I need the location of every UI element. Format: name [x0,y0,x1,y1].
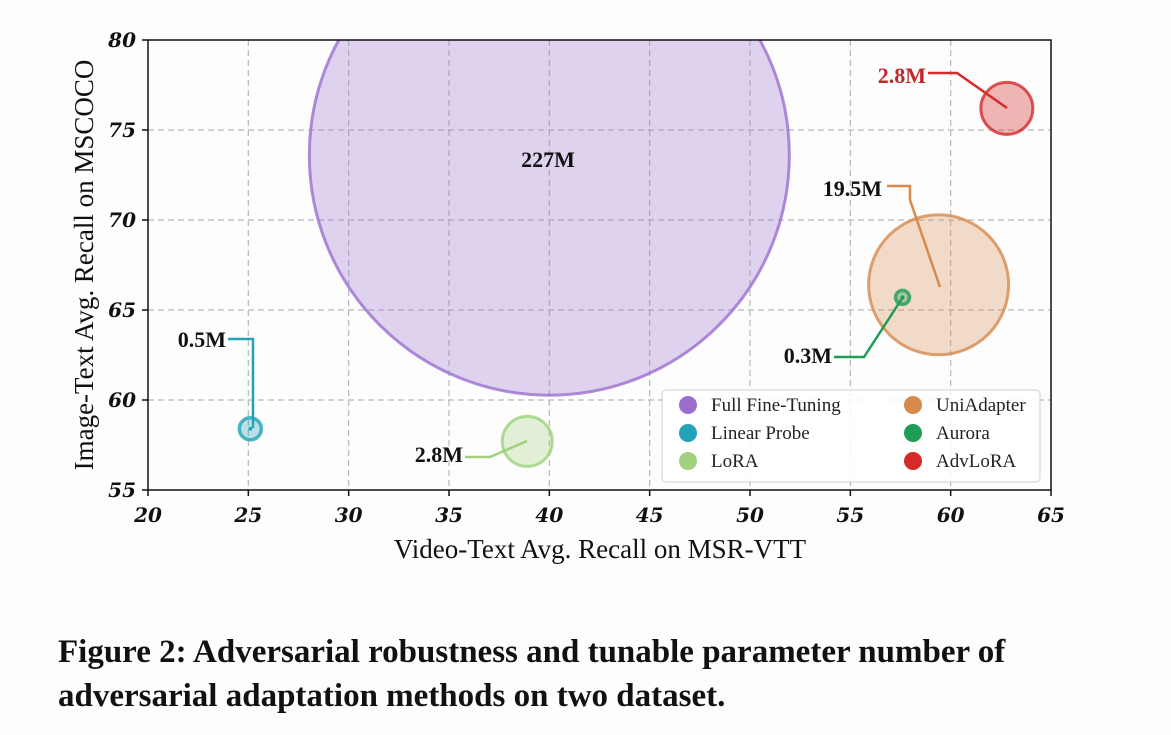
legend-marker-aurora [904,424,922,442]
legend-label-advlora: AdvLoRA [936,451,1017,472]
legend-label-lora: LoRA [711,451,759,472]
legend-label-linear-probe: Linear Probe [711,423,810,444]
leader-uniadapter [887,184,942,288]
y-tick-label: 75 [108,118,136,142]
x-tick-label: 30 [335,503,363,527]
legend-marker-linear-probe [679,424,697,442]
leader-aurora [834,296,905,359]
y-tick-label: 80 [107,28,136,52]
param-label-linear-probe: 0.5M [178,327,227,352]
leader-lora [465,439,528,459]
leader-advlora [928,71,1008,110]
x-tick-label: 35 [435,503,463,527]
bubble-advlora [979,80,1035,136]
plot-frame [147,39,1052,491]
label-leaders: 227M 0.5M 2.8M 19.5M 0.3M 2.8M [178,63,1008,467]
param-label-advlora: 2.8M [878,63,927,88]
x-tick-label: 25 [233,503,262,527]
legend-label-full-fine-tuning: Full Fine-Tuning [711,395,841,416]
x-tick-label: 65 [1037,503,1065,527]
x-tick-label: 50 [736,503,764,527]
legend-marker-advlora [904,452,922,470]
legend-marker-uniadapter [904,396,922,414]
param-label-lora: 2.8M [415,442,464,467]
bubble-center-aurora [900,295,905,300]
y-tick-label: 60 [108,388,136,412]
leader-linear-probe [228,337,255,428]
bubble-lora [500,414,554,468]
figure-caption: Figure 2: Adversarial robustness and tun… [58,634,1006,714]
y-tick-label: 65 [108,298,136,322]
legend-marker-full-fine-tuning [679,396,697,414]
bubble-full-fine-tuning [307,40,791,397]
legend: Full Fine-Tuning Linear Probe LoRA UniAdapt… [661,389,1041,483]
x-tick-label: 40 [535,503,563,527]
bubble-chart: 227M 0.5M 2.8M 19.5M 0.3M 2.8M 20 25 30 35 40 45 50… [69,28,1065,564]
x-tick-label: 20 [133,503,162,527]
bubble-center-linear-probe [248,426,253,431]
legend-label-uniadapter: UniAdapter [936,395,1026,416]
legend-marker-lora [679,452,697,470]
x-tick-label: 45 [636,503,664,527]
x-tick-label: 60 [937,503,965,527]
bubbles [237,40,1035,468]
x-axis-label: Video-Text Avg. Recall on MSR-VTT [394,534,807,564]
axis-ticks: 20 25 30 35 40 45 50 55 60 65 55 60 65 70 75 80 [107,28,1065,527]
y-axis-label: Image-Text Avg. Recall on MSCOCO [69,60,99,471]
y-tick-label: 55 [108,478,136,502]
legend-box [661,389,1041,483]
legend-label-aurora: Aurora [936,423,990,444]
param-label-full-fine-tuning: 227M [521,147,575,172]
x-tick-label: 55 [836,503,864,527]
param-label-uniadapter: 19.5M [823,176,883,201]
param-label-aurora: 0.3M [784,343,833,368]
y-tick-label: 70 [108,208,136,232]
